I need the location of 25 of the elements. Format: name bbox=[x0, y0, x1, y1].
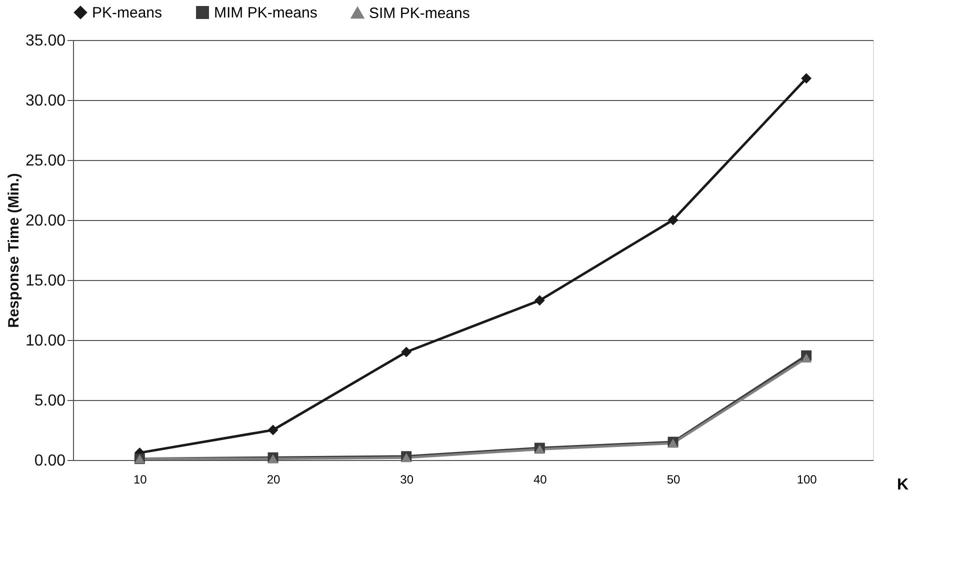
x-axis-title: K bbox=[896, 476, 909, 494]
point bbox=[668, 214, 678, 226]
point bbox=[401, 346, 412, 358]
y-axis-title: Response Time (Min.) bbox=[5, 173, 22, 328]
x-tick-label: 50 bbox=[666, 472, 680, 486]
y-tick-label: 20.00 bbox=[25, 212, 66, 230]
x-tick-label: 100 bbox=[796, 472, 818, 486]
legend-label: SIM PK-means bbox=[369, 4, 470, 22]
x-tick-label: 20 bbox=[266, 472, 280, 486]
point bbox=[268, 424, 278, 436]
y-tick-label: 30.00 bbox=[25, 92, 66, 110]
y-tick-label: 35.00 bbox=[25, 32, 66, 50]
y-tick-label: 10.00 bbox=[25, 332, 66, 350]
y-tick-label: 5.00 bbox=[34, 392, 66, 410]
point bbox=[534, 295, 545, 306]
legend-label: MIM PK-means bbox=[214, 4, 318, 22]
x-tick-label: 30 bbox=[400, 472, 414, 486]
y-tick-label: 25.00 bbox=[25, 152, 66, 170]
point bbox=[801, 353, 812, 363]
legend-label: PK-means bbox=[92, 4, 162, 22]
y-tick-label: 0.00 bbox=[34, 452, 66, 470]
point bbox=[801, 73, 812, 84]
x-tick-label: 10 bbox=[133, 472, 148, 486]
y-tick-label: 15.00 bbox=[25, 272, 66, 290]
x-tick-label: 40 bbox=[533, 472, 548, 486]
